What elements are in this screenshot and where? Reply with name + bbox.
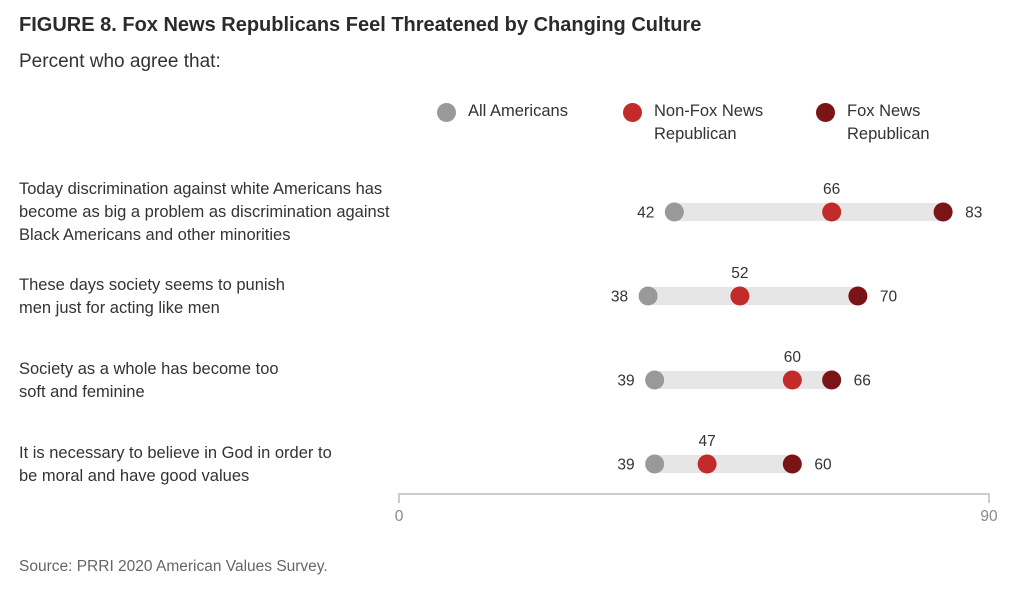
chart-row-3: 39 60 66: [617, 349, 871, 390]
data-point-series-1: [645, 454, 665, 474]
data-label: 47: [698, 433, 715, 450]
data-label: 42: [637, 205, 654, 222]
legend-item-all-americans: All Americans: [437, 100, 618, 123]
legend-swatch-fox-news-republican: [816, 103, 835, 122]
data-point-series-2: [782, 370, 802, 390]
data-label: 38: [611, 289, 628, 306]
data-label: 66: [823, 181, 840, 198]
data-point-series-2: [730, 286, 750, 306]
data-label: 60: [784, 349, 802, 366]
data-label: 52: [731, 265, 748, 282]
data-label: 83: [965, 205, 982, 222]
data-point-series-3: [933, 202, 953, 222]
legend-label-fox-news-republican: Fox News Republican: [847, 102, 930, 143]
chart-row-4: 39 47 60: [617, 433, 832, 474]
legend: All Americans Non-Fox News Republican Fo…: [0, 100, 1024, 150]
legend-label-all-americans: All Americans: [468, 102, 568, 120]
question-label-1: Today discrimination against white Ameri…: [19, 180, 390, 244]
x-axis-tick-label: 90: [980, 508, 998, 525]
x-axis-tick-label: 0: [395, 508, 404, 525]
chart-subtitle: Percent who agree that:: [19, 51, 221, 72]
data-label: 66: [854, 373, 871, 390]
data-point-series-3: [848, 286, 868, 306]
legend-item-fox-news-republican: Fox News Republican: [816, 100, 952, 146]
chart-row-2: 38 52 70: [611, 265, 898, 306]
source-note: Source: PRRI 2020 American Values Survey…: [19, 558, 328, 575]
data-point-series-1: [645, 370, 665, 390]
question-label-3: Society as a whole has become too soft a…: [19, 360, 279, 401]
chart-rows: 42 66 83 38 52 70 39 60 66 39 47 60: [611, 181, 982, 474]
data-point-series-2: [697, 454, 717, 474]
legend-item-non-fox-news-republican: Non-Fox News Republican: [623, 100, 789, 146]
question-label-4: It is necessary to believe in God in ord…: [19, 444, 332, 485]
data-point-series-1: [638, 286, 658, 306]
legend-swatch-non-fox-news-republican: [623, 103, 642, 122]
legend-label-non-fox-news-republican: Non-Fox News Republican: [654, 102, 764, 143]
question-label-2: These days society seems to punish men j…: [19, 276, 285, 317]
data-point-series-1: [664, 202, 684, 222]
data-label: 39: [617, 457, 634, 474]
x-axis: 0 90: [395, 493, 998, 525]
data-point-series-3: [782, 454, 802, 474]
chart-row-1: 42 66 83: [637, 181, 982, 222]
chart-title: FIGURE 8. Fox News Republicans Feel Thre…: [19, 14, 702, 36]
legend-swatch-all-americans: [437, 103, 456, 122]
data-label: 70: [880, 289, 898, 306]
data-point-series-3: [822, 370, 842, 390]
data-point-series-2: [822, 202, 842, 222]
data-label: 39: [617, 373, 634, 390]
data-label: 60: [814, 457, 832, 474]
